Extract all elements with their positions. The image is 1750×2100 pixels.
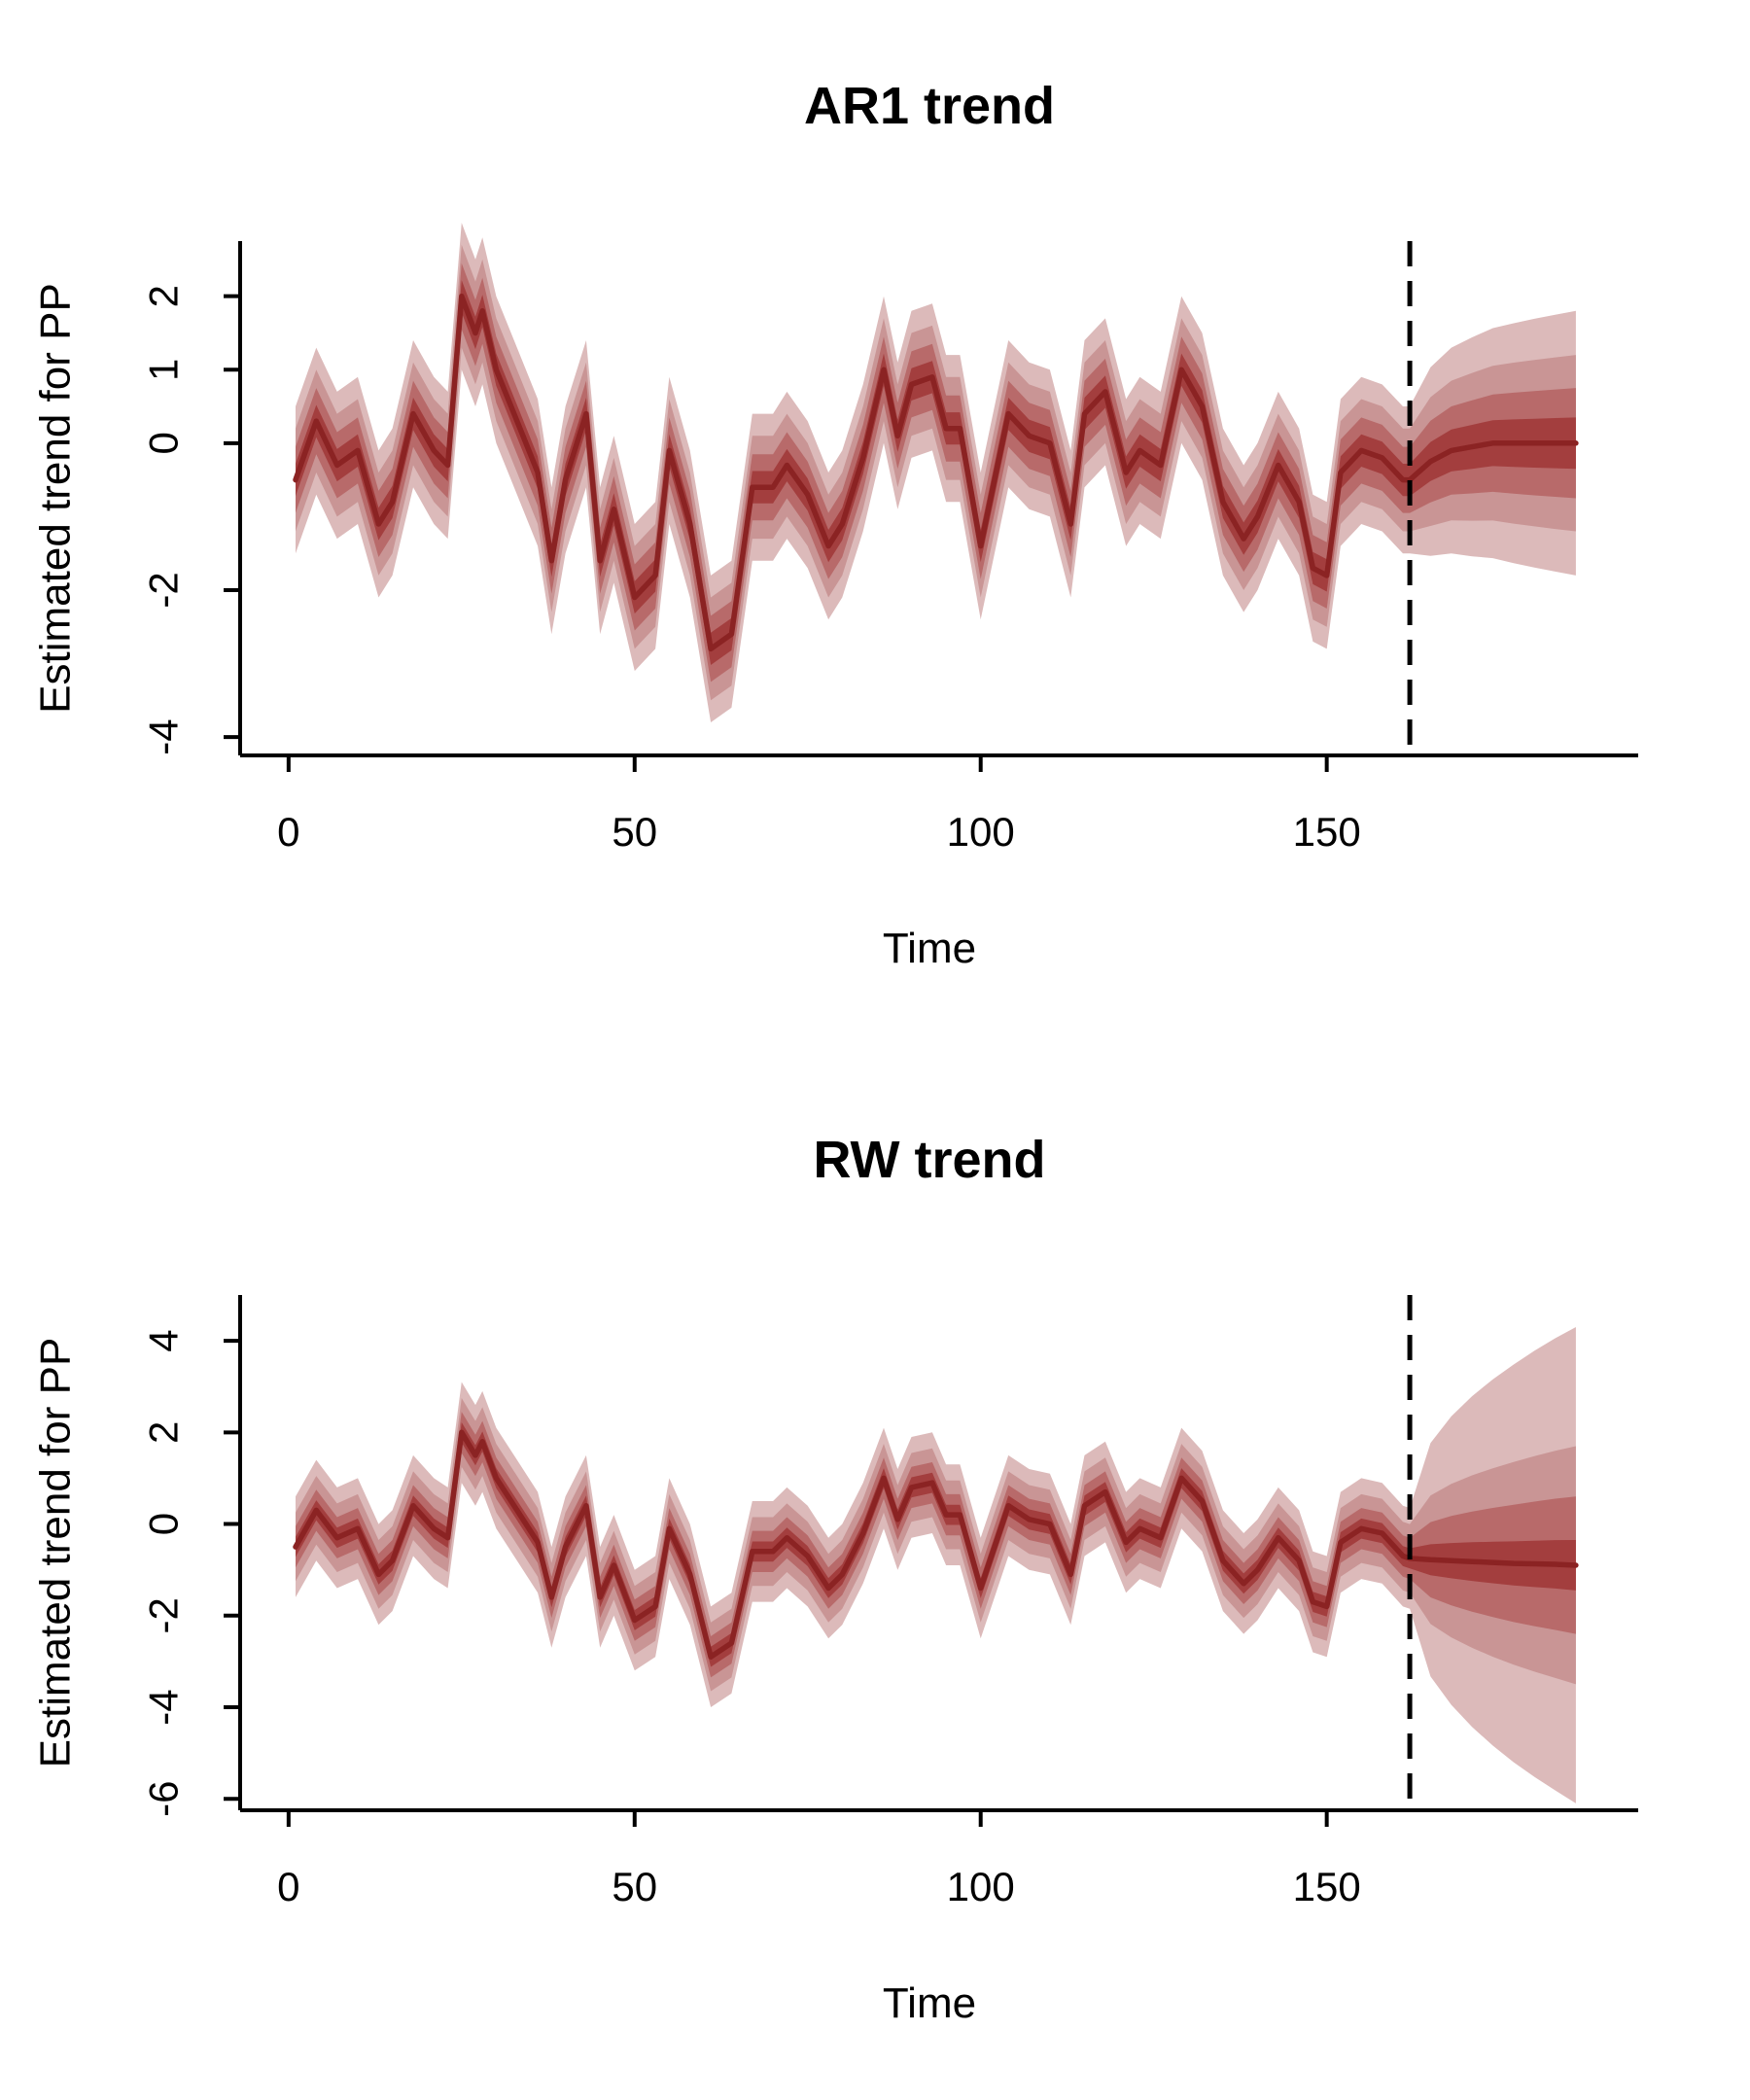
y-axis-title: Estimated trend for PP [32, 1338, 80, 1768]
y-tick-label: 1 [141, 359, 187, 381]
y-tick-label: -2 [141, 572, 187, 608]
y-tick-label: -4 [141, 718, 187, 754]
chart-title: AR1 trend [804, 77, 1055, 135]
chart-title: RW trend [814, 1131, 1046, 1189]
x-axis-title: Time [883, 1979, 976, 2027]
x-tick-label: 0 [277, 1864, 299, 1909]
x-tick-label: 100 [947, 809, 1015, 855]
y-tick-label: -6 [141, 1781, 187, 1817]
uncertainty-band-mid-2 [296, 1398, 1576, 1692]
x-tick-label: 150 [1293, 1864, 1361, 1909]
y-tick-label: 0 [141, 432, 187, 454]
x-tick-label: 150 [1293, 809, 1361, 855]
y-tick-label: 0 [141, 1513, 187, 1535]
y-axis-title: Estimated trend for PP [32, 283, 80, 714]
x-tick-label: 50 [612, 1864, 657, 1909]
median-trend-line [293, 293, 1579, 652]
chart-panel-1: AR1 trend -4 -2 0 1 2 Estimated trend for PP 0 5… [32, 77, 1638, 972]
x-axis-title: Time [883, 925, 976, 972]
x-tick-label: 50 [612, 809, 657, 855]
median-trend-line [293, 1429, 1579, 1660]
x-tick-label: 0 [277, 809, 299, 855]
y-tick-label: 2 [141, 285, 187, 307]
uncertainty-band-outer [296, 223, 1576, 723]
x-tick-label: 100 [947, 1864, 1015, 1909]
y-tick-label: -4 [141, 1689, 187, 1725]
y-tick-label: 2 [141, 1421, 187, 1444]
chart-panel-2: RW trend -6 -4 -2 0 2 4 Estimated trend for PP 0… [32, 1131, 1638, 2027]
y-tick-label: 4 [141, 1329, 187, 1351]
y-tick-label: -2 [141, 1597, 187, 1633]
